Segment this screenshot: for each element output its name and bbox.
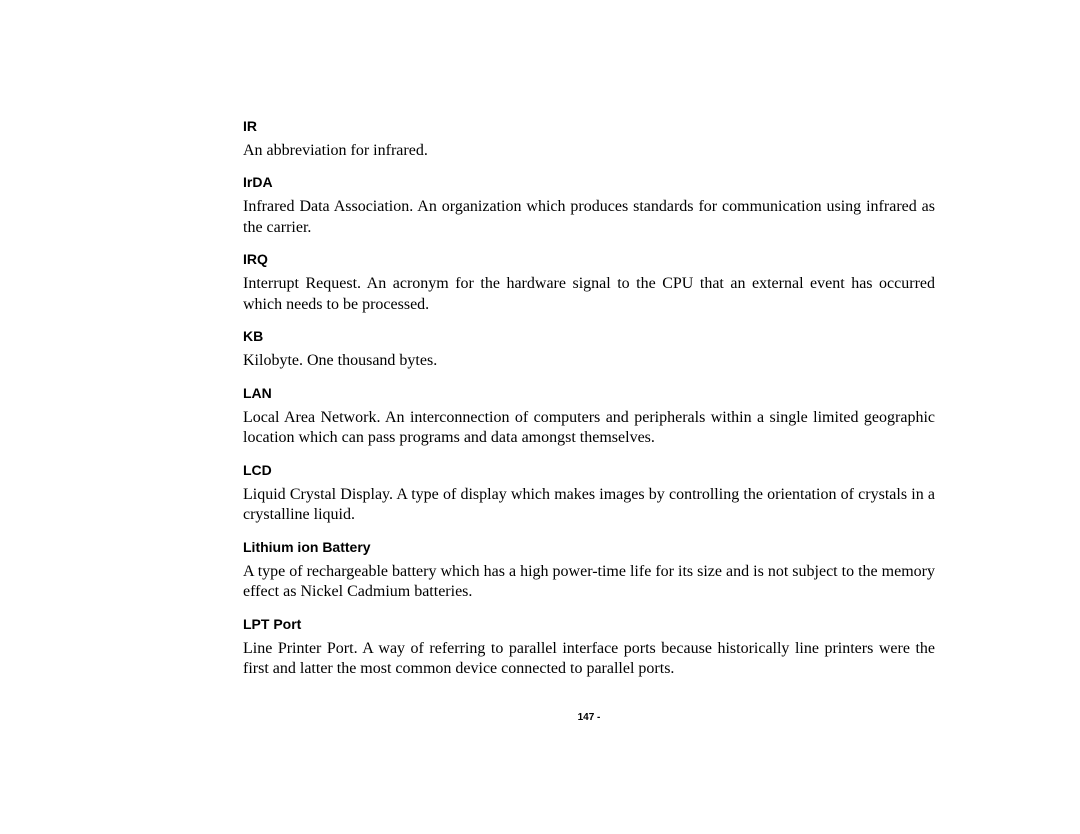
glossary-entry: LCD Liquid Crystal Display. A type of di… [243,462,935,526]
glossary-list: IR An abbreviation for infrared. IrDA In… [243,118,935,680]
glossary-term: LAN [243,385,935,401]
glossary-definition: Interrupt Request. An acronym for the ha… [243,274,935,315]
glossary-term: KB [243,328,935,344]
glossary-entry: KB Kilobyte. One thousand bytes. [243,328,935,371]
glossary-term: LCD [243,462,935,478]
glossary-term: IR [243,118,935,134]
glossary-term: IRQ [243,251,935,267]
glossary-definition: Line Printer Port. A way of referring to… [243,639,935,680]
glossary-entry: LPT Port Line Printer Port. A way of ref… [243,616,935,680]
glossary-definition: A type of rechargeable battery which has… [243,562,935,603]
glossary-definition: Local Area Network. An interconnection o… [243,408,935,449]
glossary-term: IrDA [243,174,935,190]
glossary-entry: IRQ Interrupt Request. An acronym for th… [243,251,935,315]
glossary-definition: Liquid Crystal Display. A type of displa… [243,485,935,526]
glossary-entry: Lithium ion Battery A type of rechargeab… [243,539,935,603]
glossary-entry: LAN Local Area Network. An interconnecti… [243,385,935,449]
glossary-definition: Kilobyte. One thousand bytes. [243,351,935,371]
glossary-definition: An abbreviation for infrared. [243,141,935,161]
glossary-entry: IrDA Infrared Data Association. An organ… [243,174,935,238]
glossary-definition: Infrared Data Association. An organizati… [243,197,935,238]
glossary-entry: IR An abbreviation for infrared. [243,118,935,161]
glossary-term: Lithium ion Battery [243,539,935,555]
glossary-term: LPT Port [243,616,935,632]
page-number: 147 - [243,712,935,723]
